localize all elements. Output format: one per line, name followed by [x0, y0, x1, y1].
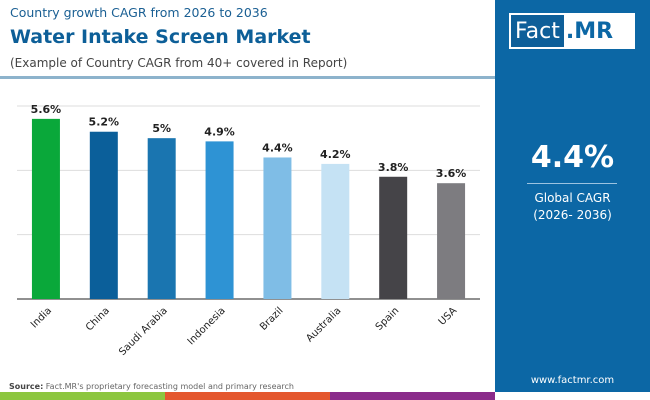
bar-india [31, 118, 60, 299]
global-cagr-value: 4.4% [530, 140, 615, 175]
global-cagr-label: Global CAGR (2026- 2036) [495, 190, 650, 224]
source-label: Source: [9, 382, 44, 391]
x-tick-label: USA [437, 305, 460, 328]
logo-part1: Fact [511, 15, 564, 47]
data-label: 4.4% [262, 141, 293, 154]
bar-china [89, 131, 118, 299]
x-tick-label: Spain [374, 305, 402, 333]
data-label: 5% [152, 122, 171, 135]
bar-australia [321, 163, 350, 299]
data-label: 3.8% [378, 161, 409, 174]
source-note: Source: Fact.MR's proprietary forecastin… [9, 382, 294, 391]
chart-note: (Example of Country CAGR from 40+ covere… [10, 56, 348, 70]
logo-part2: .MR [563, 15, 633, 47]
bar-indonesia [205, 141, 234, 299]
bar-saudi-arabia [147, 138, 176, 299]
bar-usa [437, 183, 466, 299]
label-line2: (2026- 2036) [533, 208, 612, 222]
stripe-purple [330, 392, 495, 400]
x-tick-label: Indonesia [186, 305, 228, 347]
divider [527, 183, 617, 184]
bar-spain [379, 176, 408, 299]
stripe-green [0, 392, 165, 400]
x-tick-label: India [29, 305, 54, 330]
x-tick-label: Brazil [258, 305, 286, 333]
bar-chart: 5.6% India 5.2% China 5% Saudi Arabia 4.9% Indo… [17, 103, 480, 358]
divider [0, 76, 495, 79]
bar-brazil [263, 157, 292, 299]
summary-panel: Fact .MR 4.4% Global CAGR (2026- 2036) ww… [495, 0, 650, 392]
data-label: 4.2% [320, 148, 351, 161]
data-label: 5.2% [89, 116, 120, 129]
x-tick-label: Saudi Arabia [117, 305, 170, 358]
x-tick-label: Australia [304, 305, 343, 344]
data-label: 5.6% [31, 103, 62, 116]
chart-subtitle: Country growth CAGR from 2026 to 2036 [10, 5, 268, 20]
label-line1: Global CAGR [534, 191, 611, 205]
website-link[interactable]: www.factmr.com [530, 375, 615, 386]
factmr-logo: Fact .MR [509, 13, 635, 49]
chart-title: Water Intake Screen Market [10, 26, 311, 48]
source-text: Fact.MR's proprietary forecasting model … [43, 382, 295, 391]
stripe-orange [165, 392, 330, 400]
x-tick-label: China [84, 305, 112, 333]
data-label: 4.9% [204, 125, 235, 138]
data-label: 3.6% [436, 167, 467, 180]
